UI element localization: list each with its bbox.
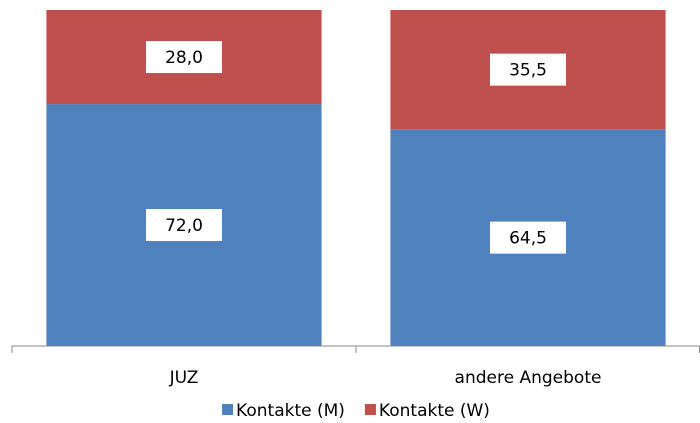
data-label-box [146,41,222,74]
legend-label: Kontakte (W) [379,401,490,421]
x-tick-label: JUZ [169,368,199,388]
legend-label: Kontakte (M) [236,401,345,421]
legend-swatch [364,404,376,415]
data-label-box [490,53,566,86]
data-label: 72,0 [165,216,203,236]
legend: Kontakte (M) Kontakte (W) [222,401,490,421]
x-tick-label: andere Angebote [455,368,602,388]
legend-swatch [222,404,234,415]
data-label: 35,5 [509,61,547,81]
data-label-box [490,221,566,254]
data-label-box [146,209,222,242]
data-label: 28,0 [165,48,203,68]
data-label: 64,5 [509,229,547,249]
